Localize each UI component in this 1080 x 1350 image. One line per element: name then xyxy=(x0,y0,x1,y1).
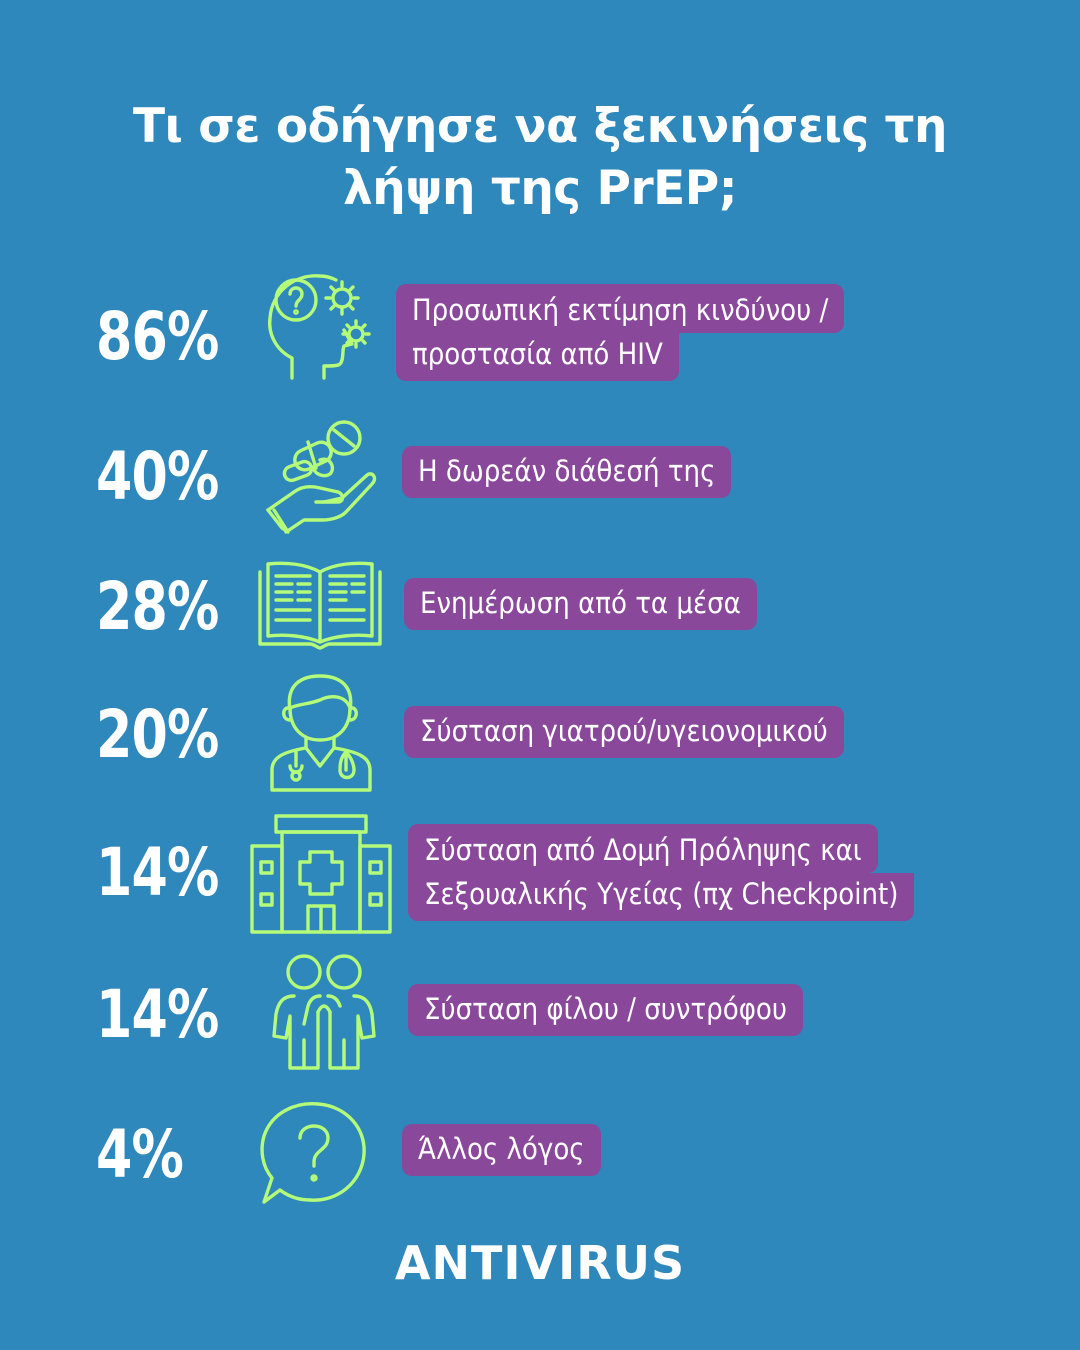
stat-row-personal-risk: 86% Προσωπική εκτίμηση κινδύνου / προστα… xyxy=(0,270,1080,400)
stat-label: Άλλος λόγος xyxy=(402,1124,601,1176)
brand-logo: ANTIVIRUS xyxy=(394,1236,686,1290)
open-book-icon xyxy=(256,558,384,650)
stat-row-other-reason: 4% Άλλος λόγος xyxy=(0,1090,1080,1220)
page-title: Τι σε οδήγησε να ξεκινήσεις τη λήψη της … xyxy=(0,96,1080,220)
stat-label: Ενημέρωση από τα μέσα xyxy=(404,578,757,630)
stat-label: Σύσταση φίλου / συντρόφου xyxy=(408,984,803,1036)
doctor-icon xyxy=(266,674,376,794)
stat-label: Σύσταση από Δομή Πρόληψης και Σεξουαλική… xyxy=(408,824,915,921)
stat-row-free-availability: 40% Η δωρεάν διάθεσή της xyxy=(0,412,1080,542)
stat-label: Σύσταση γιατρού/υγειονομικού xyxy=(404,706,844,758)
stat-row-friend-partner: 14% Σύσταση φίλου / συντρόφου xyxy=(0,950,1080,1080)
stat-percent: 4% xyxy=(96,1116,184,1193)
hospital-building-icon xyxy=(248,812,394,934)
title-line-2: λήψη της PrEP; xyxy=(343,161,738,216)
stat-percent: 40% xyxy=(96,438,219,515)
stat-label-line-2: Σεξουαλικής Υγείας (πχ Checkpoint) xyxy=(408,873,915,921)
hand-holding-pills-icon xyxy=(264,416,380,534)
stat-percent: 14% xyxy=(96,976,219,1053)
stat-label-line-2: προστασία από HIV xyxy=(396,333,679,381)
stat-label-line-1: Σύσταση από Δομή Πρόληψης και xyxy=(408,824,878,873)
stat-row-prevention-center: 14% Σύσταση από Δομή Πρόληψης και Σεξουα… xyxy=(0,810,1080,940)
stat-label-line-1: Προσωπική εκτίμηση κινδύνου / xyxy=(396,284,845,333)
title-line-1: Τι σε οδήγησε να ξεκινήσεις τη xyxy=(132,99,948,154)
head-question-gears-icon xyxy=(262,270,378,382)
question-bubble-icon xyxy=(256,1100,372,1206)
stat-percent: 86% xyxy=(96,298,219,375)
stat-row-doctor-recommendation: 20% Σύσταση γιατρού/υγειονομικού xyxy=(0,670,1080,800)
stat-percent: 28% xyxy=(96,568,219,645)
stat-label: Η δωρεάν διάθεσή της xyxy=(402,446,732,498)
stat-percent: 14% xyxy=(96,834,219,911)
stat-label: Προσωπική εκτίμηση κινδύνου / προστασία … xyxy=(396,284,845,381)
stat-row-media-info: 28% Ενημέρωση από τα μέσα xyxy=(0,552,1080,662)
stat-percent: 20% xyxy=(96,696,219,773)
two-friends-icon xyxy=(270,952,380,1070)
